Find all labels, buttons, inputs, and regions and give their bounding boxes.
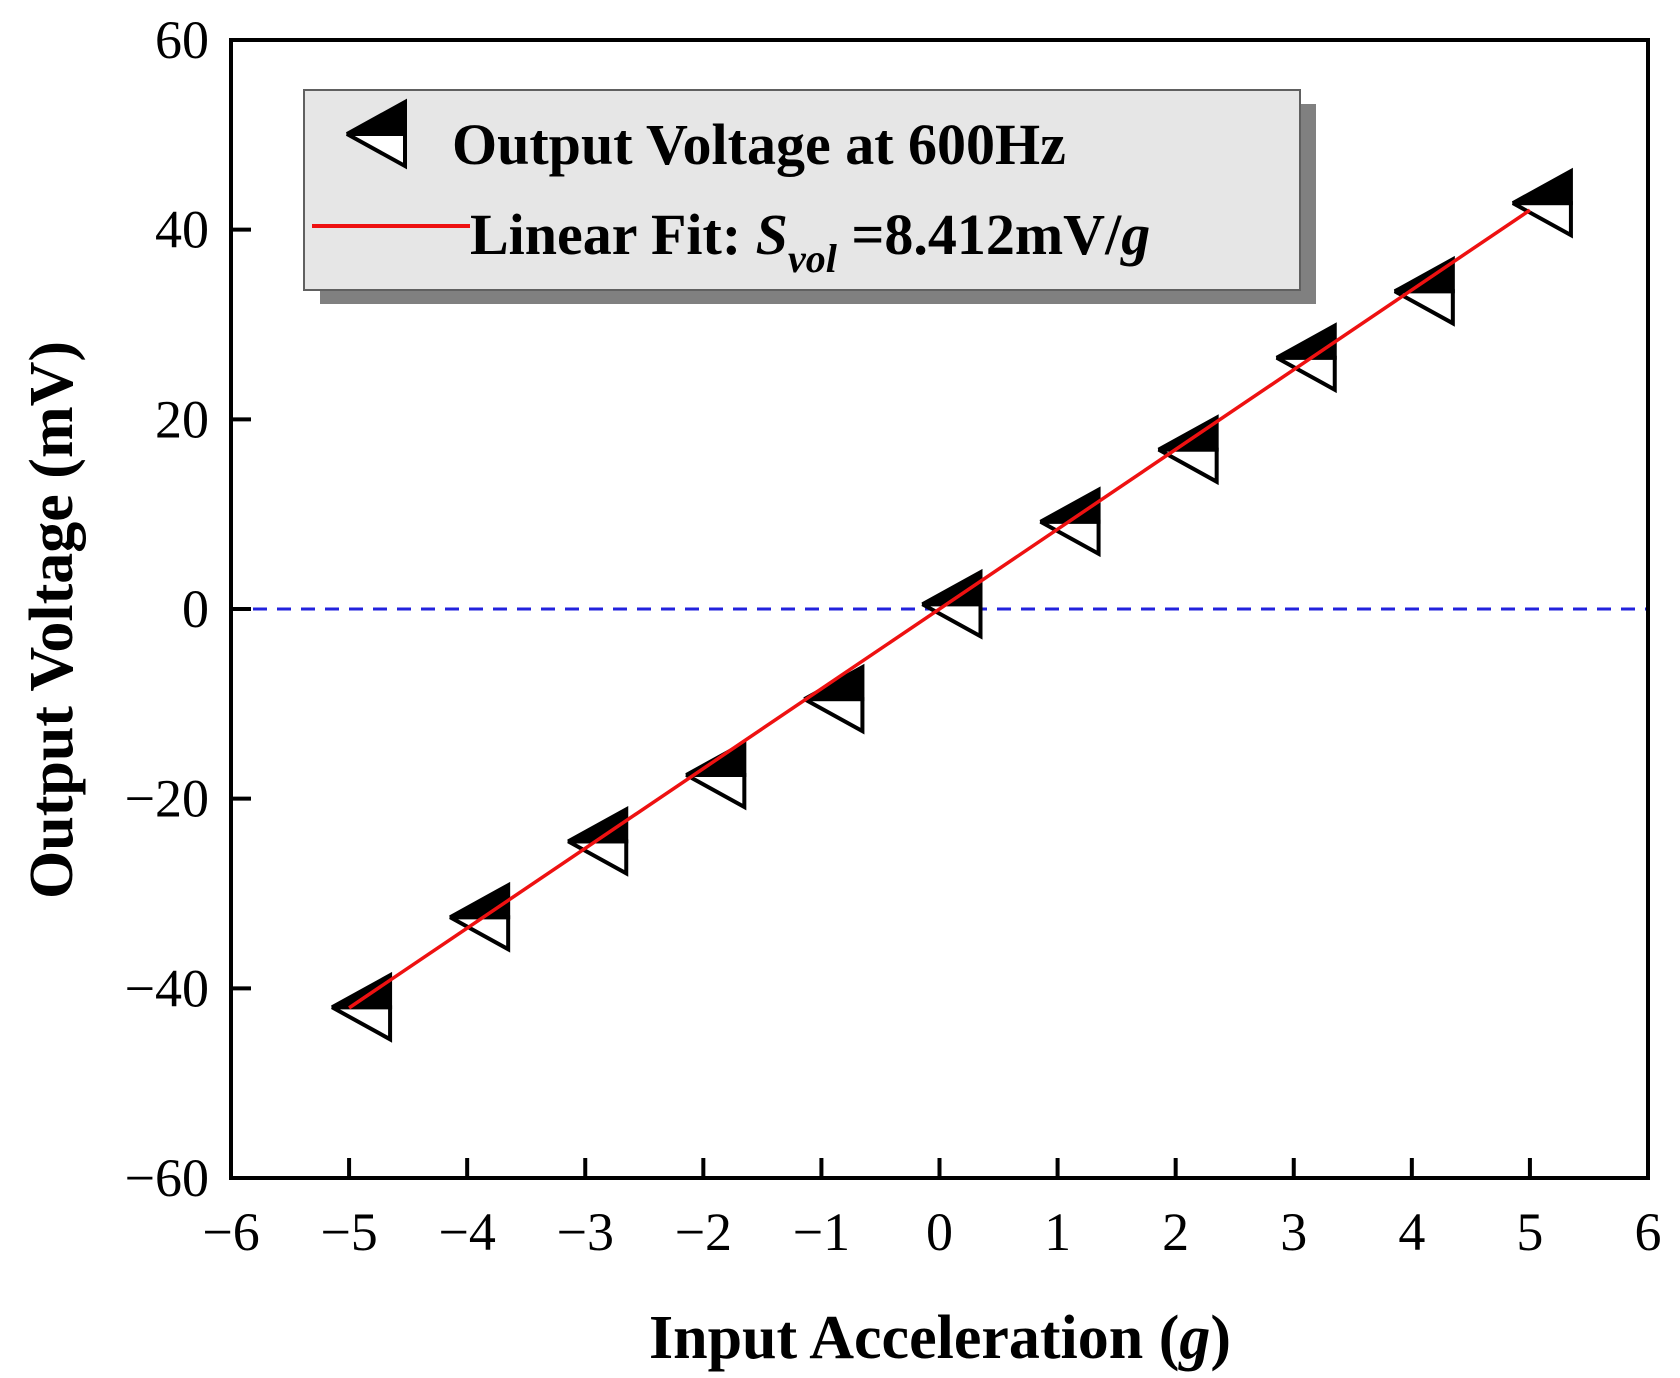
- fit-layer: [348, 208, 1531, 1010]
- legend-scatter-marker: [346, 98, 407, 170]
- x-axis-title-unit: g: [1177, 1304, 1210, 1372]
- legend-fit-subscript: vol: [788, 236, 838, 281]
- y-tick-label: −60: [125, 1148, 209, 1208]
- x-tick-label: −2: [675, 1202, 732, 1262]
- x-tick-label: 5: [1516, 1202, 1543, 1262]
- x-tick-label: −4: [438, 1202, 495, 1262]
- y-tick-label: −40: [125, 958, 209, 1018]
- marker-upper-half: [346, 98, 407, 136]
- marker-upper-half: [1511, 167, 1573, 206]
- y-tick-label: 20: [155, 389, 209, 449]
- markers-layer: [331, 167, 1573, 1043]
- marker-upper-half: [1157, 414, 1219, 452]
- marker-upper-half: [921, 568, 983, 607]
- y-axis: −60 −40 −20 0 20 40 60: [125, 10, 251, 1208]
- x-tick-label: 6: [1635, 1202, 1662, 1262]
- y-tick-label: 40: [155, 200, 209, 260]
- data-point-marker: [1157, 414, 1219, 486]
- legend-entry-scatter: Output Voltage at 600Hz: [452, 112, 1066, 177]
- data-point-marker: [449, 881, 511, 953]
- x-tick-label: 3: [1280, 1202, 1307, 1262]
- linear-fit-line: [348, 208, 1531, 1010]
- legend-fit-value: =8.412mV/: [837, 202, 1122, 267]
- y-axis-title: Output Voltage (mV): [18, 341, 86, 899]
- x-axis-title: Input Acceleration (g): [649, 1304, 1231, 1372]
- legend: Output Voltage at 600Hz Linear Fit: Svol…: [303, 89, 1316, 304]
- x-axis-title-open: (: [1143, 1304, 1179, 1372]
- x-tick-label: −6: [202, 1202, 259, 1262]
- y-tick-label: −20: [125, 769, 209, 829]
- legend-fit-symbol: S: [756, 202, 788, 267]
- data-point-marker: [1511, 167, 1573, 239]
- x-axis-title-text: Input Acceleration: [649, 1304, 1143, 1372]
- y-tick-label: 0: [182, 579, 209, 639]
- data-point-marker: [331, 971, 393, 1043]
- x-tick-label: −1: [793, 1202, 850, 1262]
- x-tick-label: 1: [1044, 1202, 1071, 1262]
- x-tick-label: −5: [320, 1202, 377, 1262]
- x-axis-title-close: ): [1210, 1304, 1231, 1372]
- legend-marker: [346, 98, 407, 170]
- legend-fit-unit: g: [1119, 202, 1150, 267]
- x-axis: −6 −5 −4 −3 −2 −1 0 1 2 3 4 5 6: [202, 1158, 1662, 1262]
- marker-upper-half: [1393, 255, 1455, 294]
- x-tick-label: 4: [1398, 1202, 1425, 1262]
- x-tick-label: −3: [557, 1202, 614, 1262]
- marker-upper-half: [331, 971, 393, 1010]
- data-point-marker: [1393, 255, 1455, 327]
- x-tick-label: 2: [1162, 1202, 1189, 1262]
- data-point-marker: [1275, 322, 1337, 394]
- y-tick-label: 60: [155, 10, 209, 70]
- x-tick-label: 0: [926, 1202, 953, 1262]
- legend-fit-prefix: Linear Fit:: [470, 202, 756, 267]
- legend-box: [303, 89, 1301, 291]
- legend-entry-fit: Linear Fit: Svol =8.412mV/g: [470, 202, 1150, 281]
